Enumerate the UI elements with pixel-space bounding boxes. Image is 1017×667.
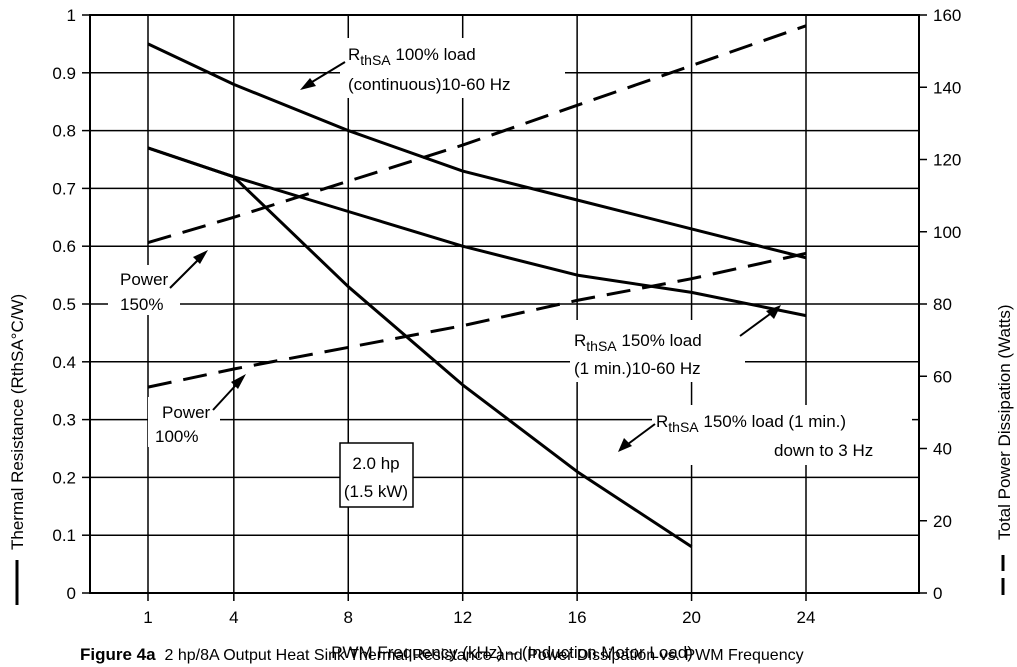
annotation-rth-150: RthSA 150% load (1 min.)10-60 Hz — [570, 305, 781, 382]
y-tick-label: 0.2 — [52, 468, 76, 487]
x-tick-label: 20 — [682, 608, 701, 627]
svg-text:RthSA 150% load (1 min.): RthSA 150% load (1 min.) — [656, 412, 846, 435]
svg-text:100%: 100% — [155, 427, 198, 446]
grid — [90, 15, 919, 593]
left-axis-title: Thermal Resistance (RthSA°C/W) — [8, 294, 27, 550]
figure-caption-text: 2 hp/8A Output Heat Sink Thermal Resista… — [164, 647, 804, 664]
y2-tick-label: 60 — [933, 367, 952, 386]
y-tick-label: 1 — [67, 6, 76, 25]
svg-text:(1 min.)10-60 Hz: (1 min.)10-60 Hz — [574, 359, 701, 378]
figure-label: Figure 4a — [80, 645, 156, 664]
y-tick-label: 0.9 — [52, 64, 76, 83]
y2-tick-label: 0 — [933, 584, 942, 603]
right-axis-title-group: Total Power Dissipation (Watts) — [995, 304, 1014, 595]
right-axis-title: Total Power Dissipation (Watts) — [995, 304, 1014, 540]
y-tick-label: 0 — [67, 584, 76, 603]
svg-text:RthSA 100% load: RthSA 100% load — [348, 45, 476, 68]
y2-tick-label: 160 — [933, 6, 961, 25]
y2-tick-label: 20 — [933, 512, 952, 531]
series-line-1 — [147, 42, 807, 260]
x-tick-label: 1 — [143, 608, 152, 627]
svg-text:Power: Power — [120, 270, 169, 289]
svg-text:RthSA 150% load: RthSA 150% load — [574, 331, 702, 354]
annotation-power-150: Power 150% — [108, 250, 208, 315]
tick-labels: 0 0.1 0.2 0.3 0.4 0.5 0.6 0.7 0.8 0.9 1 0 20 40 60 80 10… — [52, 6, 961, 627]
left-axis-title-group: Thermal Resistance (RthSA°C/W) — [8, 294, 27, 605]
x-tick-label: 12 — [453, 608, 472, 627]
y-tick-label: 0.5 — [52, 295, 76, 314]
y-tick-label: 0.8 — [52, 122, 76, 141]
y-tick-label: 0.3 — [52, 411, 76, 430]
series-lines — [147, 24, 807, 549]
y2-tick-label: 140 — [933, 78, 961, 97]
annotation-rth-100: RthSA 100% load (continuous)10-60 Hz — [300, 38, 565, 98]
svg-text:2.0 hp: 2.0 hp — [352, 454, 399, 473]
x-tick-label: 4 — [229, 608, 238, 627]
svg-text:Power: Power — [162, 403, 211, 422]
y-tick-label: 0.1 — [52, 526, 76, 545]
y-tick-label: 0.4 — [52, 353, 76, 372]
axis-ticks — [82, 14, 927, 601]
svg-text:(1.5 kW): (1.5 kW) — [344, 482, 408, 501]
y2-tick-label: 100 — [933, 223, 961, 242]
series-line-4 — [147, 24, 807, 245]
x-axis-title: PWM Frequency (kHz) – (Induction Motor L… — [331, 643, 693, 662]
motor-rating-box: 2.0 hp (1.5 kW) — [339, 442, 414, 508]
x-tick-label: 24 — [797, 608, 816, 627]
y-tick-label: 0.6 — [52, 237, 76, 256]
svg-text:(continuous)10-60 Hz: (continuous)10-60 Hz — [348, 75, 511, 94]
y2-tick-label: 80 — [933, 295, 952, 314]
x-tick-label: 16 — [568, 608, 587, 627]
y2-tick-label: 120 — [933, 151, 961, 170]
y-tick-label: 0.7 — [52, 179, 76, 198]
svg-text:150%: 150% — [120, 295, 163, 314]
svg-text:down to 3 Hz: down to 3 Hz — [774, 441, 873, 460]
annotation-rth-150-low: RthSA 150% load (1 min.) down to 3 Hz — [618, 405, 912, 465]
annotation-power-100: Power 100% — [148, 374, 246, 447]
x-tick-label: 8 — [344, 608, 353, 627]
figure-caption: Figure 4a 2 hp/8A Output Heat Sink Therm… — [80, 645, 1017, 665]
series-line-5 — [147, 251, 807, 389]
y2-tick-label: 40 — [933, 440, 952, 459]
